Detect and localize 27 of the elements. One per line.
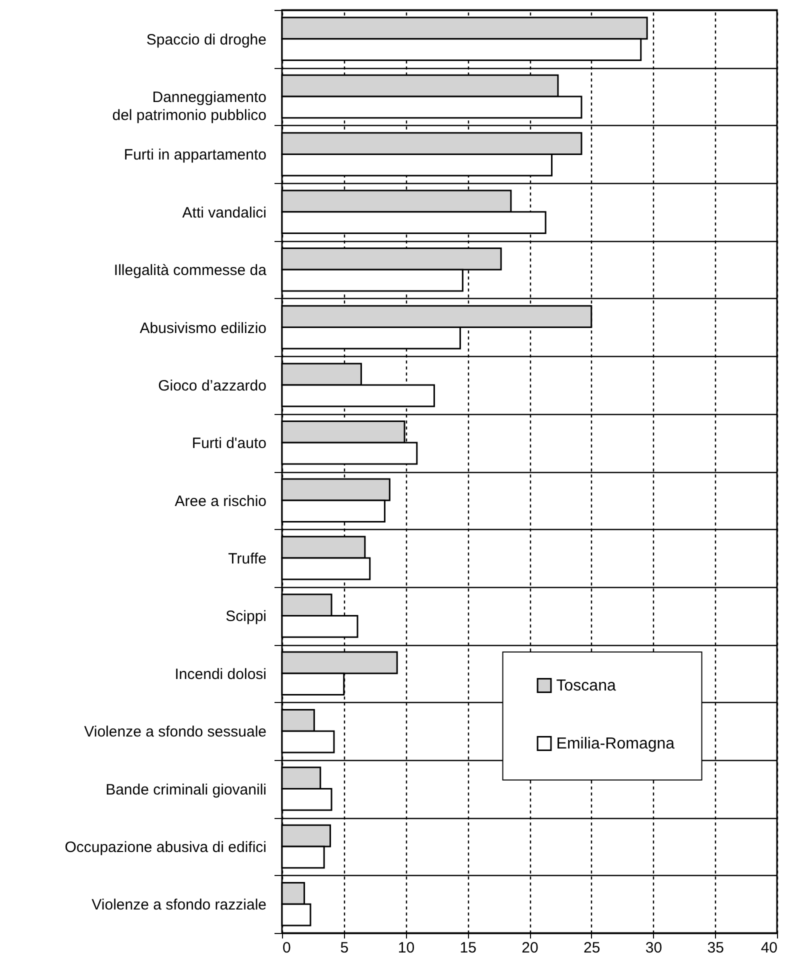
y-tick-label: Aree a rischio — [174, 492, 266, 510]
y-tick-label: Violenze a sfondo sessuale — [84, 724, 266, 741]
y-tick-label: Gioco d’azzardo — [158, 377, 266, 394]
x-tick-label: 10 — [398, 940, 415, 956]
y-tick-label: Scippi — [226, 608, 266, 626]
y-tick-label: Atti vandalici — [182, 204, 266, 222]
y-tick-label: Abusivismo edilizio — [140, 320, 266, 337]
y-tick-label: Occupazione abusiva di edifici — [64, 838, 266, 856]
y-tick-label: Furti in appartamento — [124, 146, 266, 164]
x-tick-label: 15 — [460, 940, 476, 956]
x-tick-label: 25 — [584, 940, 600, 956]
legend-label: Emilia-Romagna — [556, 735, 675, 752]
x-tick-label: 35 — [707, 940, 724, 956]
y-tick-label: Illegalità commesse da — [114, 262, 268, 280]
y-tick-label: Incendi dolosi — [174, 666, 266, 683]
y-tick-label: Violenze a sfondo razziale — [92, 896, 266, 914]
y-tick-label: Danneggiamento del patrimonio pubblico — [112, 89, 266, 124]
y-tick-label: Spaccio di droghe — [146, 31, 266, 48]
y-tick-label: Bande criminali giovanili — [106, 781, 266, 798]
x-tick-label: 30 — [645, 940, 662, 956]
y-tick-label: Truffe — [228, 550, 266, 568]
y-tick-label: Furti d'auto — [192, 435, 266, 452]
x-tick-label: 0 — [282, 940, 291, 956]
x-tick-label: 5 — [340, 940, 349, 956]
legend-label: Toscana — [556, 677, 616, 694]
x-tick-label: 20 — [522, 940, 538, 956]
x-tick-label: 40 — [760, 940, 778, 956]
